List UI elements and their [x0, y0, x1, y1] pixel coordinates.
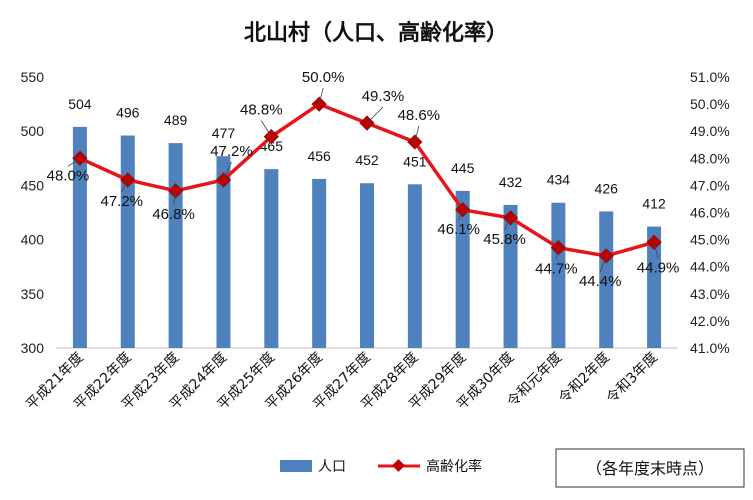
- bar: [72, 126, 87, 348]
- y-left-tick-label: 450: [21, 177, 45, 193]
- line-data-labels: 48.0% 47.2% 46.8% 47.2% 48.8% 50.0% 49.3% 48.6%…: [47, 69, 680, 290]
- line-marker: [598, 248, 614, 264]
- line-label-leader: [173, 190, 177, 205]
- line-label-leader: [223, 161, 232, 181]
- bar-data-label: 445: [451, 160, 475, 176]
- y-right-tick-label: 48.0%: [690, 150, 730, 166]
- line-data-label: 46.8%: [152, 206, 195, 223]
- bar: [551, 202, 566, 348]
- bar: [503, 204, 518, 348]
- bar: [455, 190, 470, 348]
- y-right-tick-label: 43.0%: [690, 286, 730, 302]
- line-marker: [120, 172, 136, 188]
- line-data-label: 47.2%: [100, 193, 143, 210]
- y-right-tick-label: 44.0%: [690, 259, 730, 275]
- x-tick-label: 令和2年度: [556, 350, 613, 407]
- line-data-label: 48.8%: [240, 102, 283, 119]
- line-label-leader: [414, 125, 420, 143]
- bar-data-label: 496: [116, 105, 140, 121]
- line-data-label: 45.8%: [483, 231, 526, 248]
- y-right-tick-label: 50.0%: [690, 96, 730, 112]
- x-axis-tick-labels: 平成21年度平成22年度平成23年度平成24年度平成25年度平成26年度平成27…: [23, 350, 661, 414]
- y-right-tick-label: 42.0%: [690, 313, 730, 329]
- y-left-tick-label: 550: [21, 69, 45, 85]
- y-left-tick-label: 400: [21, 232, 45, 248]
- bar-data-label: 426: [595, 180, 619, 196]
- line-label-leader: [318, 88, 324, 105]
- line-label-leader: [366, 106, 384, 124]
- axes: 300 350 400 450 500 550 41.0% 42.0% 43.0% 44.0% 45…: [21, 69, 730, 356]
- line-label-leader: [653, 242, 659, 259]
- bar: [216, 156, 231, 348]
- bar-data-label: 504: [68, 96, 92, 112]
- legend: 人口 高齢化率: [280, 458, 482, 475]
- line-data-label: 46.1%: [437, 221, 480, 238]
- note-text: （各年度末時点）: [586, 459, 714, 478]
- bar-data-label: 434: [547, 172, 571, 188]
- line-label-leader: [555, 247, 559, 260]
- legend-bar-label: 人口: [318, 459, 346, 475]
- legend-line-marker: [392, 459, 405, 472]
- note-box: [555, 448, 745, 488]
- bar-data-label: 456: [307, 148, 331, 164]
- line-label-leader: [67, 157, 81, 167]
- bar: [264, 169, 279, 348]
- bar: [312, 178, 327, 348]
- y-right-tick-label: 46.0%: [690, 205, 730, 221]
- chart-title: 北山村（人口、高齢化率）: [244, 20, 508, 46]
- y-left-tick-label: 500: [21, 123, 45, 139]
- line-data-label: 44.9%: [637, 259, 680, 276]
- line-label-leader: [504, 217, 511, 231]
- line-data-label: 50.0%: [302, 69, 345, 86]
- y-right-tick-label: 51.0%: [690, 69, 730, 85]
- y-right-tick-label: 41.0%: [690, 340, 730, 356]
- bar-data-label: 412: [642, 196, 666, 212]
- line-data-label: 47.2%: [210, 143, 253, 160]
- line-data-label: 44.4%: [579, 273, 622, 290]
- bar: [407, 184, 422, 348]
- bar: [360, 183, 374, 348]
- bar-data-label: 489: [164, 112, 188, 128]
- bar-data-label: 452: [355, 152, 379, 168]
- y-right-tick-label: 45.0%: [690, 232, 730, 248]
- y-right-tick-label: 47.0%: [690, 177, 730, 193]
- bar: [168, 143, 183, 348]
- line-data-label: 49.3%: [362, 88, 405, 105]
- bar-data-label: 432: [499, 174, 523, 190]
- legend-line-label: 高齢化率: [426, 458, 482, 475]
- line-data-label: 48.0%: [47, 167, 90, 184]
- y-right-tick-label: 49.0%: [690, 123, 730, 139]
- bar: [599, 211, 614, 348]
- y-left-tick-label: 350: [21, 286, 45, 302]
- x-tick-label: 令和3年度: [604, 350, 661, 407]
- line-label-leader: [260, 120, 272, 137]
- bar-data-label: 451: [403, 153, 427, 169]
- line-label-leader: [458, 209, 464, 220]
- legend-bar-swatch: [280, 460, 312, 472]
- line-data-label: 44.7%: [535, 261, 578, 278]
- line-data-label: 48.6%: [398, 107, 441, 124]
- bar: [120, 135, 135, 348]
- y-left-tick-label: 300: [21, 340, 45, 356]
- line-label-leader: [121, 179, 129, 193]
- line-label-leader: [599, 255, 607, 273]
- bar-data-label: 477: [212, 125, 236, 141]
